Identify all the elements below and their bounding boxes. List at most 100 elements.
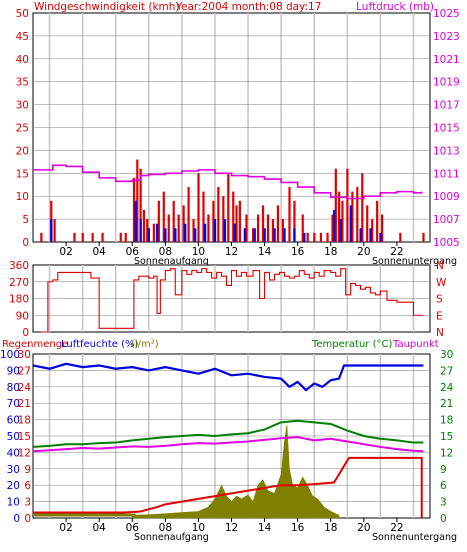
- pressure-ytick-label: 1019: [433, 77, 460, 89]
- wind-speed-bar: [366, 205, 369, 242]
- pressure-ytick-label: 1005: [433, 237, 460, 249]
- wind-speed-bar: [245, 214, 248, 242]
- humidity-ytick-label: 40: [7, 447, 20, 459]
- wind-speed-bar: [101, 232, 104, 242]
- wind-speed-bar: [281, 219, 284, 242]
- wind-ytick-label: 5: [22, 214, 29, 226]
- temperature-ytick-label: 27: [440, 365, 453, 377]
- wind-speed-bar: [162, 191, 165, 242]
- wind-speed-bar: [361, 173, 364, 242]
- rain-ytick-label: 9: [24, 464, 31, 476]
- wind-speed-bar: [346, 168, 349, 242]
- direction-ytick-label: 360: [9, 260, 29, 272]
- direction-compass-label: N: [436, 260, 444, 272]
- pressure-ytick-label: 1025: [433, 8, 460, 20]
- wind-gust-bar: [359, 228, 362, 242]
- direction-compass-label: N: [436, 327, 444, 339]
- wind-speed-bar: [338, 191, 341, 242]
- pressure-ytick-label: 1023: [433, 31, 460, 43]
- humidity-title: Luftfeuchte (%): [61, 339, 139, 350]
- wind-speed-bar: [331, 214, 334, 242]
- wind-ytick-label: 45: [16, 31, 29, 43]
- wind-gust-bar: [379, 232, 382, 242]
- wind-gust-bar: [174, 228, 177, 242]
- wind-xtick-label: 18: [324, 246, 337, 258]
- wind-speed-bar: [177, 214, 180, 242]
- rain-amount-area: [131, 425, 340, 519]
- rain-unit-title: (l/m²): [131, 339, 159, 350]
- humidity-ytick-label: 80: [7, 382, 20, 394]
- wind-gust-bar: [283, 228, 286, 242]
- wind-speed-bar: [261, 205, 265, 242]
- pressure-ytick-label: 1009: [433, 191, 460, 203]
- wind-xtick-label: 12: [225, 246, 238, 258]
- pressure-ytick-label: 1015: [433, 123, 460, 135]
- wind-speed-bar: [276, 205, 280, 242]
- date-label: Year:2004 month:08 day:17: [175, 1, 321, 13]
- wind-gust-bar: [139, 219, 142, 242]
- wind-speed-bar: [351, 191, 354, 242]
- rain-title: Regenmenge: [2, 339, 68, 350]
- wind-speed-bar: [232, 191, 235, 242]
- rain-ytick-label: 3: [24, 497, 31, 509]
- humidity-ytick-label: 70: [7, 398, 20, 410]
- direction-compass-label: S: [436, 294, 443, 306]
- climate-xtick-label: 08: [159, 522, 172, 534]
- wind-ytick-label: 0: [22, 237, 29, 249]
- wind-speed-bar: [356, 187, 359, 242]
- wind-xtick-label: 02: [59, 246, 72, 258]
- wind-speed-bar: [124, 232, 127, 242]
- wind-direction-line: [41, 268, 424, 333]
- temperature-ytick-label: 21: [440, 398, 453, 410]
- wind-gust-bar: [134, 200, 137, 242]
- humidity-ytick-label: 90: [7, 365, 20, 377]
- direction-ytick-label: 0: [22, 327, 29, 339]
- wind-ytick-label: 20: [16, 145, 29, 157]
- wind-speed-bar: [197, 173, 200, 242]
- climate-xtick-label: 06: [126, 522, 140, 534]
- wind-speed-bar: [157, 200, 160, 242]
- wind-gust-bar: [233, 223, 237, 242]
- wind-ytick-label: 50: [16, 8, 29, 20]
- climate-xtick-label: 18: [324, 522, 337, 534]
- wind-gust-bar: [339, 219, 342, 242]
- wind-gust-bar: [333, 209, 336, 242]
- wind-speed-bar: [212, 200, 215, 242]
- humidity-ytick-label: 60: [7, 415, 20, 427]
- wind-gust-bar: [349, 205, 352, 242]
- wind-gust-bar: [293, 228, 296, 242]
- wind-speed-bar: [192, 219, 195, 242]
- wind-speed-bar: [81, 232, 84, 242]
- wind-speed-bar: [326, 232, 329, 242]
- direction-ytick-label: 90: [16, 310, 29, 322]
- wind-speed-bar: [217, 187, 220, 242]
- temperature-title: Temperatur (°C): [311, 339, 392, 350]
- wind-gust-bar: [273, 228, 276, 242]
- temperature-ytick-label: 9: [440, 464, 447, 476]
- wind-gust-bar: [184, 223, 187, 242]
- wind-xtick-label: 06: [126, 246, 140, 258]
- humidity-ytick-label: 10: [7, 497, 20, 509]
- wind-speed-bar: [235, 205, 238, 242]
- wind-speed-bar: [399, 232, 402, 242]
- pressure-ytick-label: 1007: [433, 214, 460, 226]
- rain-cumulative-line: [33, 456, 423, 518]
- dewpoint-line: [32, 436, 424, 453]
- wind-xtick-label: 04: [92, 246, 106, 258]
- wind-ytick-label: 30: [16, 100, 29, 112]
- humidity-line: [32, 362, 424, 392]
- wind-xtick-label: 14: [258, 246, 272, 258]
- wind-speed-bar: [334, 168, 337, 242]
- temperature-ytick-label: 3: [440, 497, 447, 509]
- temperature-ytick-label: 0: [440, 513, 447, 525]
- pressure-ytick-label: 1013: [433, 145, 460, 157]
- wind-gust-bar: [263, 228, 266, 242]
- rain-ytick-label: 27: [18, 365, 31, 377]
- wind-gust-bar: [204, 223, 207, 242]
- wind-speed-bar: [371, 219, 374, 242]
- rain-ytick-label: 12: [18, 447, 31, 459]
- rain-ytick-label: 18: [18, 415, 31, 427]
- pressure-ytick-label: 1021: [433, 54, 460, 66]
- wind-gust-bar: [50, 219, 53, 242]
- wind-speed-bar: [256, 214, 260, 242]
